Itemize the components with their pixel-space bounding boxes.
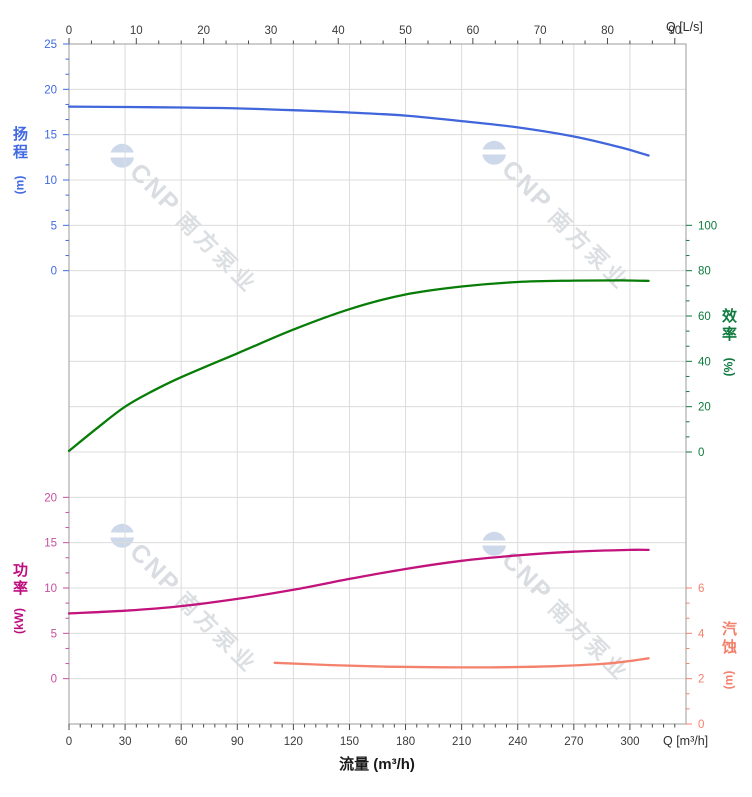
head-curve	[67, 105, 650, 157]
bottom-axis-tick-label: 240	[508, 736, 527, 748]
top-axis-tick-label: 30	[265, 25, 278, 37]
head-axis-title-text: 扬程	[11, 126, 28, 162]
top-axis-tick-label: 90	[668, 25, 681, 37]
npsh-axis-title-text: 汽蚀	[720, 621, 737, 657]
flow-axis-title: 流量 (m³/h)	[339, 756, 415, 773]
efficiency-axis-title-text: 效率	[720, 308, 737, 344]
bottom-axis-tick-label: 90	[231, 736, 244, 748]
top-axis-tick-label: 10	[130, 25, 143, 37]
head-axis-tick-label: 15	[44, 130, 57, 142]
power-axis-tick-label: 0	[51, 674, 57, 686]
top-axis-tick-label: 40	[332, 25, 345, 37]
head-axis-tick-label: 5	[51, 220, 57, 232]
top-axis-tick-label: 80	[601, 25, 614, 37]
head-axis-tick-label: 25	[44, 39, 57, 51]
bottom-axis-unit-label: Q [m³/h]	[663, 734, 709, 748]
head-axis-tick-label: 10	[44, 175, 57, 187]
head-axis-tick-label: 0	[51, 266, 57, 278]
power-axis-title: 功率 (kW)	[8, 562, 30, 634]
eff-axis-tick-label: 20	[698, 402, 711, 414]
head-axis-unit: (m)	[11, 175, 26, 195]
eff-axis-tick-label: 100	[698, 220, 717, 232]
head-axis-tick-label: 20	[44, 84, 57, 96]
eff-axis-tick-label: 60	[698, 311, 711, 323]
bottom-axis-tick-label: 270	[564, 736, 583, 748]
npsh-axis-title: 汽蚀 (m)	[717, 621, 739, 690]
power-axis-tick-label: 10	[44, 583, 57, 595]
power-axis-tick-label: 5	[51, 628, 57, 640]
plot-border	[68, 43, 687, 725]
npsh-axis-tick-label: 2	[698, 674, 704, 686]
power-axis-unit: (kW)	[12, 608, 26, 634]
power-axis-tick-label: 20	[44, 492, 57, 504]
eff-axis-tick-label: 80	[698, 266, 711, 278]
efficiency-axis-title: 效率 (%)	[717, 308, 739, 377]
bottom-axis-tick-label: 60	[175, 736, 188, 748]
power-axis-tick-label: 15	[44, 538, 57, 550]
top-axis-tick-label: 70	[534, 25, 547, 37]
top-axis-unit-label: Q [L/s]	[666, 20, 703, 34]
npsh-axis-tick-label: 6	[698, 583, 704, 595]
npsh-axis-tick-label: 4	[698, 628, 705, 640]
top-axis-tick-label: 20	[197, 25, 210, 37]
top-axis-tick-label: 50	[399, 25, 412, 37]
bottom-axis-tick-label: 210	[452, 736, 471, 748]
bottom-axis-tick-label: 180	[396, 736, 415, 748]
efficiency-curve	[67, 279, 650, 453]
top-axis-tick-label: 0	[66, 25, 72, 37]
power-curve	[67, 548, 650, 615]
bottom-axis-tick-label: 300	[620, 736, 639, 748]
bottom-axis-tick-label: 150	[340, 736, 359, 748]
head-axis-title: 扬程 (m)	[8, 126, 30, 195]
bottom-axis-tick-label: 120	[284, 736, 303, 748]
efficiency-axis-unit: (%)	[720, 357, 735, 377]
npsh-axis-tick-label: 0	[698, 719, 704, 731]
npsh-curve	[273, 657, 650, 669]
npsh-axis-unit: (m)	[720, 670, 735, 690]
bottom-axis-tick-label: 0	[66, 736, 72, 748]
eff-axis-tick-label: 40	[698, 356, 711, 368]
eff-axis-tick-label: 0	[698, 447, 704, 459]
top-axis-tick-label: 60	[466, 25, 479, 37]
bottom-axis-tick-label: 30	[119, 736, 132, 748]
power-axis-title-text: 功率	[11, 562, 28, 598]
